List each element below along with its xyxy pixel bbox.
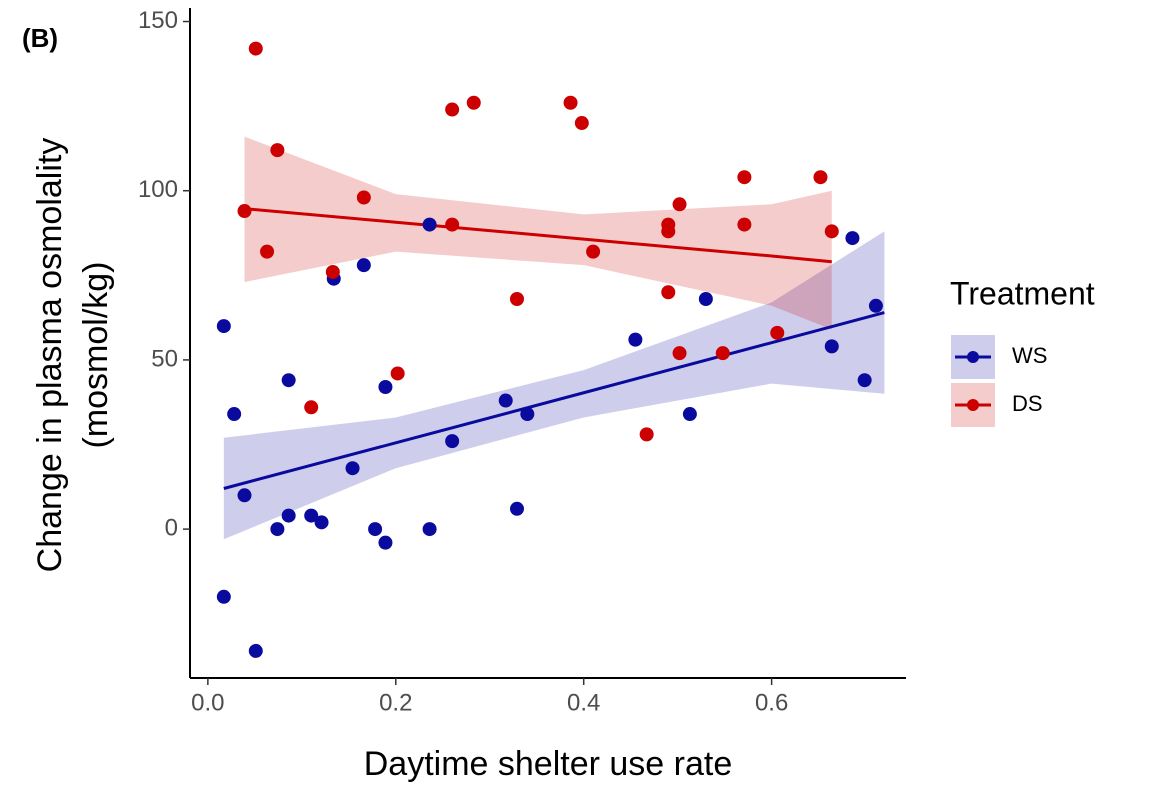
x-axis-title: Daytime shelter use rate — [364, 745, 733, 783]
point — [868, 298, 883, 313]
point — [857, 373, 872, 388]
point — [422, 217, 437, 232]
point — [216, 589, 231, 604]
point — [574, 116, 589, 131]
legend-label: WS — [1012, 343, 1047, 368]
point — [698, 292, 713, 307]
point — [304, 400, 319, 415]
point — [661, 285, 676, 300]
point — [390, 366, 405, 381]
point — [628, 332, 643, 347]
point — [586, 244, 601, 259]
point — [845, 231, 860, 246]
point — [824, 339, 839, 354]
point — [737, 170, 752, 185]
x-tick-label: 0.0 — [191, 689, 224, 716]
point — [248, 643, 263, 658]
point — [639, 427, 654, 442]
confidence-band — [244, 136, 832, 330]
point — [520, 407, 535, 422]
point — [270, 143, 285, 158]
point — [368, 522, 383, 537]
legend-key-point — [967, 351, 979, 363]
point — [260, 244, 275, 259]
y-tick-label: 150 — [138, 7, 178, 34]
point — [661, 224, 676, 239]
point — [248, 41, 263, 56]
confidence-band — [223, 231, 885, 540]
legend-title: Treatment — [950, 275, 1095, 311]
point — [237, 488, 252, 503]
y-axis-title: (mosmol/kg) — [77, 261, 115, 448]
point — [509, 292, 524, 307]
legend-label: DS — [1012, 391, 1043, 416]
point — [356, 258, 371, 273]
point — [227, 407, 242, 422]
point — [563, 95, 578, 110]
point — [216, 319, 231, 334]
y-tick-label: 100 — [138, 176, 178, 203]
point — [445, 434, 460, 449]
point — [281, 508, 296, 523]
x-tick-label: 0.4 — [567, 689, 600, 716]
point — [378, 535, 393, 550]
point — [237, 204, 252, 219]
y-axis-title: Change in plasma osmolality — [31, 138, 69, 573]
fit-line — [223, 311, 885, 490]
point — [356, 190, 371, 205]
y-tick-label: 50 — [151, 345, 178, 372]
point — [813, 170, 828, 185]
y-tick-label: 0 — [165, 514, 178, 541]
panel-label: (B) — [22, 23, 58, 53]
point — [445, 102, 460, 117]
point — [498, 393, 513, 408]
point — [770, 325, 785, 340]
point — [824, 224, 839, 239]
point — [304, 508, 319, 523]
x-tick-label: 0.2 — [379, 689, 412, 716]
point — [281, 373, 296, 388]
point — [325, 264, 340, 279]
point — [737, 217, 752, 232]
point — [715, 346, 730, 361]
point — [672, 346, 687, 361]
point — [682, 407, 697, 422]
point — [378, 379, 393, 394]
legend-key-point — [967, 399, 979, 411]
x-tick-label: 0.6 — [755, 689, 788, 716]
point — [422, 522, 437, 537]
point — [445, 217, 460, 232]
point — [466, 95, 481, 110]
point — [509, 501, 524, 516]
point — [270, 522, 285, 537]
point — [672, 197, 687, 212]
point — [345, 461, 360, 476]
point — [314, 515, 329, 530]
fit-line — [244, 207, 832, 264]
